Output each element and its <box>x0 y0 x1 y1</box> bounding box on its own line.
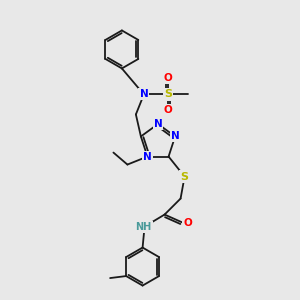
Text: O: O <box>164 105 172 116</box>
Text: N: N <box>143 152 152 162</box>
Text: S: S <box>181 172 189 182</box>
Text: NH: NH <box>136 222 152 232</box>
Text: N: N <box>140 89 148 99</box>
Text: O: O <box>183 218 192 228</box>
Text: O: O <box>164 74 172 83</box>
Text: N: N <box>154 119 162 129</box>
Text: S: S <box>164 89 172 99</box>
Text: N: N <box>171 131 179 141</box>
